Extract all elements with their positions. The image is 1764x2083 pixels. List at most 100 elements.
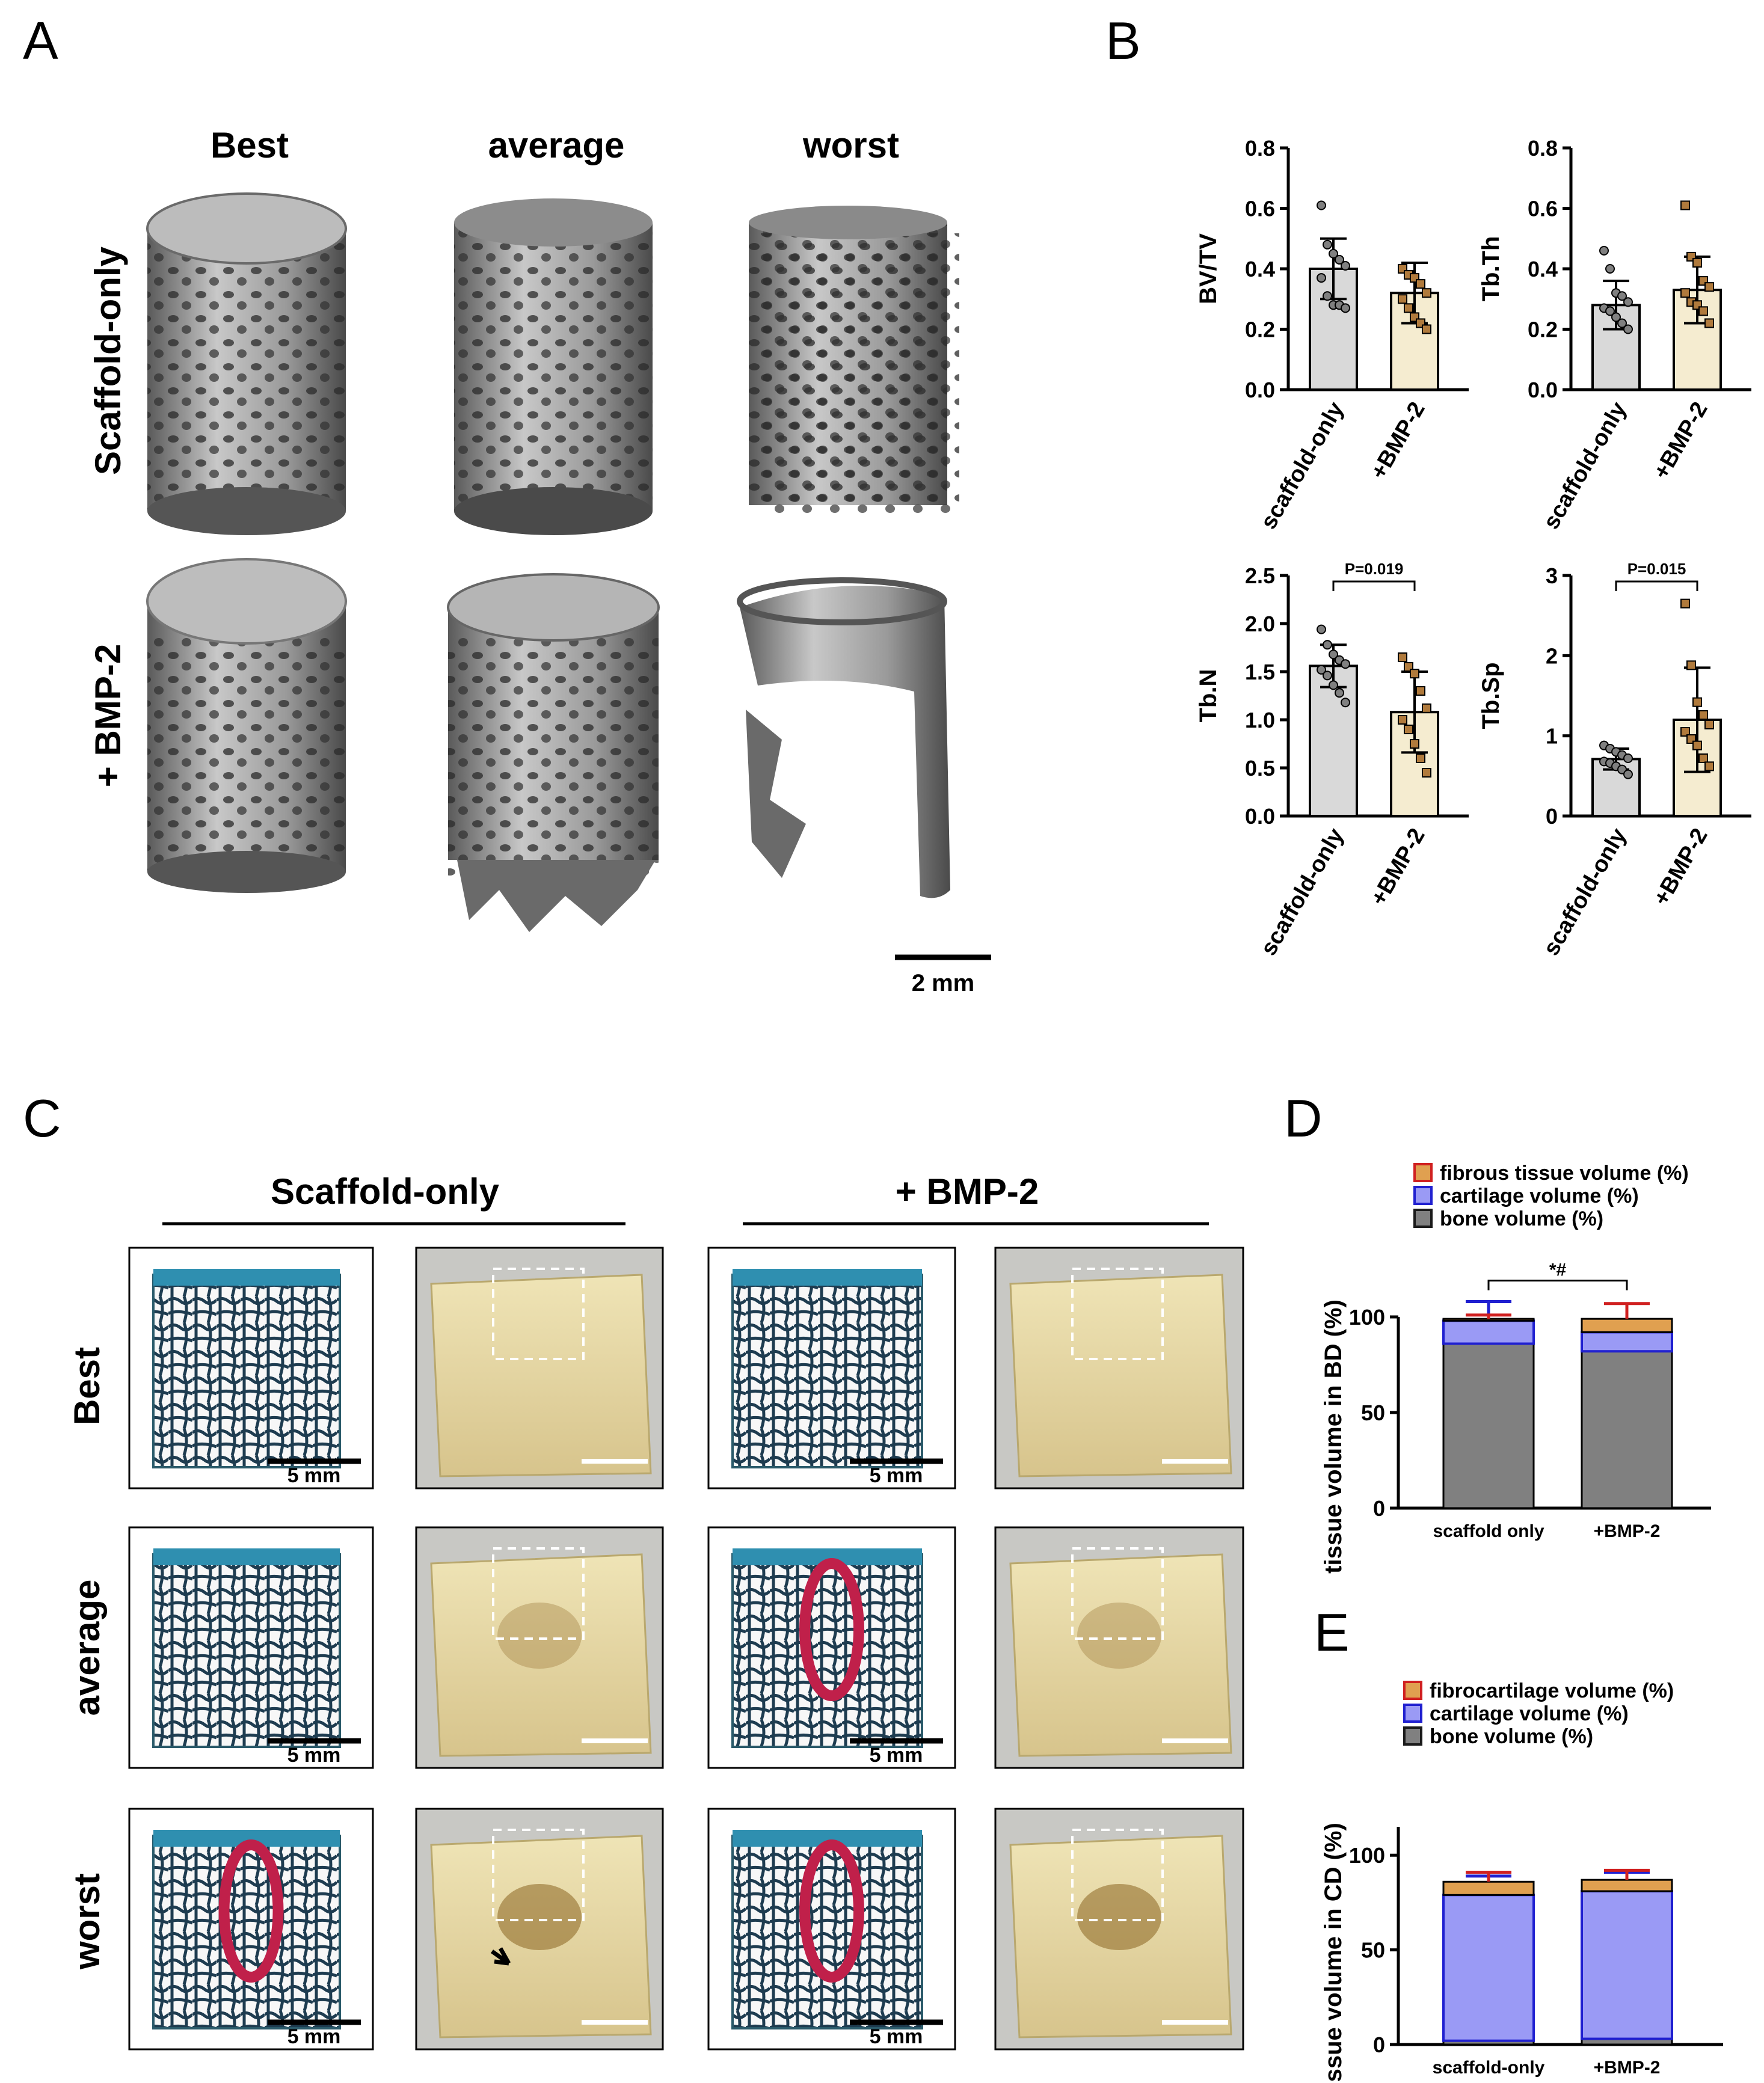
specimen bbox=[430, 1274, 652, 1477]
stacked-bar-segment bbox=[1443, 1895, 1534, 2041]
microct-scaffold-worst bbox=[749, 206, 959, 516]
data-point bbox=[1416, 753, 1425, 763]
group-header-bmp2: + BMP-2 bbox=[896, 1171, 1039, 1212]
col-header-average: average bbox=[488, 125, 625, 165]
stacked-bar-segment bbox=[1442, 1880, 1535, 1896]
scale-bar-label: 5 mm bbox=[870, 1744, 923, 1767]
x-tick-label: scaffold-only bbox=[1538, 824, 1632, 960]
data-point bbox=[1341, 659, 1350, 669]
row-header-scaffold-only: Scaffold-only bbox=[88, 246, 128, 475]
scale-bar-label: 5 mm bbox=[870, 1464, 923, 1487]
significance-bracket bbox=[1487, 1280, 1628, 1290]
scale-bar-label: 5 mm bbox=[287, 1744, 341, 1767]
data-point bbox=[1317, 273, 1326, 283]
microct-bmp2-worst bbox=[737, 577, 950, 898]
y-tick-label: 0.4 bbox=[1245, 257, 1275, 281]
roi-box bbox=[492, 1829, 585, 1921]
dark-region bbox=[497, 1603, 582, 1669]
chart-bv-tv: 0.0 0.2 0.4 0.6 0.8 BV/TV scaffold-only +BMP-2 bbox=[1195, 136, 1469, 533]
scale-bar-label: 5 mm bbox=[870, 2025, 923, 2048]
cartilage-cap bbox=[153, 1269, 340, 1286]
y-tick-label: 0.4 bbox=[1528, 257, 1558, 281]
fibrous-tissue-region bbox=[799, 1839, 864, 1983]
x-tick-label: +BMP-2 bbox=[1366, 398, 1430, 484]
roi-box bbox=[1071, 1829, 1164, 1921]
y-tick-label: 0.6 bbox=[1245, 197, 1275, 221]
panel-label-d: D bbox=[1284, 1088, 1323, 1148]
data-point bbox=[1422, 288, 1431, 298]
roi-box bbox=[1071, 1547, 1164, 1640]
x-tick-label: +BMP-2 bbox=[1594, 1521, 1661, 1541]
x-tick-label: scaffold-only bbox=[1256, 398, 1349, 534]
data-point bbox=[1704, 761, 1714, 772]
col-header-best: Best bbox=[211, 125, 289, 165]
data-point bbox=[1329, 649, 1338, 660]
data-point bbox=[1323, 239, 1332, 250]
data-point bbox=[1680, 200, 1690, 210]
chart-tb-n: 0.0 0.5 1.0 1.5 2.0 2.5 Tb.N scaffold-only +BMP-… bbox=[1195, 560, 1469, 960]
panel-label-a: A bbox=[23, 11, 58, 70]
dark-region bbox=[1077, 1884, 1161, 1950]
group-header-scaffold-only: Scaffold-only bbox=[271, 1171, 500, 1212]
y-tick-label: 0.8 bbox=[1528, 136, 1558, 161]
stacked-bar-segment bbox=[1581, 1879, 1673, 1892]
data-point bbox=[1416, 686, 1425, 696]
scale-bar-label: 5 mm bbox=[287, 1464, 341, 1487]
x-tick-label: scaffold only bbox=[1433, 1521, 1544, 1541]
data-point bbox=[1617, 291, 1627, 301]
trabecular-network bbox=[152, 1274, 341, 1468]
stacked-bar-segment bbox=[1581, 1350, 1673, 1509]
y-axis-label: tissue volume in CD (%) bbox=[1320, 1823, 1347, 2083]
data-point bbox=[1704, 282, 1714, 292]
data-point bbox=[1698, 306, 1708, 316]
legend-label: fibrous tissue volume (%) bbox=[1440, 1162, 1689, 1185]
data-point bbox=[1623, 769, 1633, 779]
legend-swatch bbox=[1413, 1186, 1433, 1205]
data-point bbox=[1416, 279, 1425, 289]
trabecular-network bbox=[152, 1835, 341, 2029]
roi-box bbox=[1071, 1268, 1164, 1360]
row-header-best: Best bbox=[67, 1347, 107, 1425]
y-axis-label: Tb.Sp bbox=[1478, 662, 1504, 729]
microct-scaffold-average bbox=[454, 198, 653, 535]
y-axis-label: Tb.N bbox=[1195, 669, 1222, 723]
data-point bbox=[1410, 739, 1419, 749]
y-tick-label: 2.5 bbox=[1245, 563, 1275, 588]
microct-bmp2-best bbox=[146, 558, 347, 893]
trabecular-network bbox=[152, 1553, 341, 1748]
stacked-bar-segment bbox=[1582, 1332, 1672, 1352]
data-point bbox=[1623, 324, 1633, 334]
stacked-bar-segment bbox=[1443, 1321, 1534, 1344]
trabecular-network bbox=[731, 1835, 923, 2029]
data-point bbox=[1341, 303, 1350, 313]
y-tick-label: 2 bbox=[1546, 643, 1558, 668]
data-point bbox=[1341, 260, 1350, 271]
y-tick-label: 50 bbox=[1361, 1400, 1385, 1425]
legend-label: cartilage volume (%) bbox=[1430, 1702, 1629, 1725]
chart-tb-sp: 0 1 2 3 Tb.Sp scaffold-only +BMP-2 P=0.015 bbox=[1478, 560, 1751, 960]
data-point bbox=[1599, 245, 1609, 256]
roi-box bbox=[492, 1268, 585, 1360]
panel-a: Best average worst Scaffold-only + BMP-2 bbox=[88, 125, 991, 996]
data-point bbox=[1698, 753, 1708, 763]
y-tick-label: 50 bbox=[1361, 1938, 1385, 1963]
y-axis-label: Tb.Th bbox=[1478, 236, 1504, 302]
x-tick-label: +BMP-2 bbox=[1594, 2058, 1661, 2078]
cartilage-cap bbox=[733, 1269, 922, 1286]
data-point bbox=[1611, 312, 1621, 322]
data-point bbox=[1692, 740, 1702, 750]
y-tick-label: 0.0 bbox=[1528, 378, 1558, 402]
stacked-bar-segment bbox=[1442, 1343, 1535, 1509]
data-point bbox=[1410, 669, 1419, 679]
data-point bbox=[1323, 670, 1332, 681]
chart-tb-th: 0.0 0.2 0.4 0.6 0.8 Tb.Th scaffold-only +BMP-2 bbox=[1478, 136, 1751, 533]
data-point bbox=[1422, 324, 1431, 334]
y-tick-label: 0.5 bbox=[1245, 756, 1275, 781]
data-point bbox=[1398, 294, 1407, 304]
scale-bar-a-label: 2 mm bbox=[912, 970, 975, 996]
fibrous-tissue-region bbox=[799, 1558, 864, 1701]
y-tick-label: 1.5 bbox=[1245, 660, 1275, 684]
